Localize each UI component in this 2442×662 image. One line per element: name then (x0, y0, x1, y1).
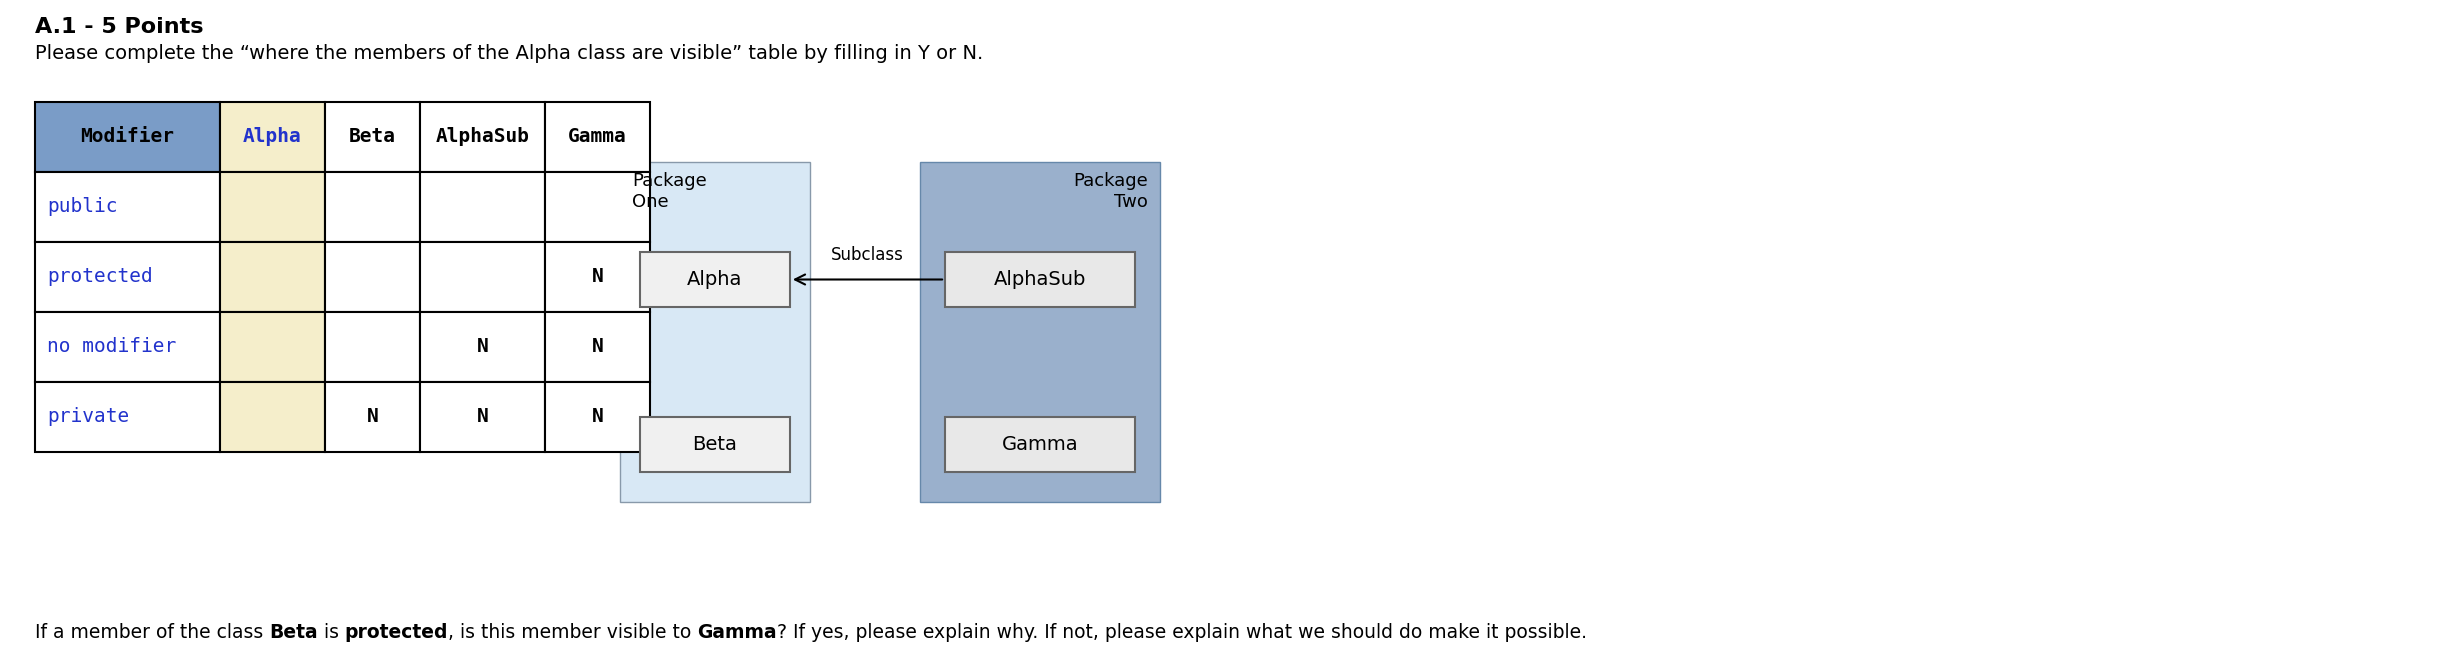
Bar (220, 242, 325, 312)
Text: Package
Two: Package Two (1072, 172, 1148, 211)
Bar (420, 102, 545, 172)
Text: Alpha: Alpha (244, 128, 303, 146)
Text: no modifier: no modifier (46, 338, 176, 357)
Text: protected: protected (46, 267, 154, 287)
Text: N: N (591, 338, 603, 357)
Text: Gamma: Gamma (1001, 435, 1079, 454)
Bar (640, 252, 791, 307)
Bar (545, 172, 650, 242)
Text: N: N (591, 408, 603, 426)
Bar (545, 382, 650, 452)
Bar (921, 162, 1160, 502)
Text: private: private (46, 408, 129, 426)
Text: Beta: Beta (349, 128, 396, 146)
Text: public: public (46, 197, 117, 216)
Text: Alpha: Alpha (686, 270, 742, 289)
Text: Gamma: Gamma (569, 128, 628, 146)
Text: Beta: Beta (694, 435, 737, 454)
Text: is: is (317, 622, 344, 641)
Bar (34, 172, 220, 242)
Text: If a member of the class: If a member of the class (34, 622, 269, 641)
Text: N: N (476, 408, 488, 426)
Bar (545, 312, 650, 382)
Bar (325, 172, 420, 242)
Bar (640, 417, 791, 472)
Text: N: N (591, 267, 603, 287)
Bar (325, 382, 420, 452)
Bar (220, 312, 325, 382)
Text: ? If yes, please explain why. If not, please explain what we should do make it p: ? If yes, please explain why. If not, pl… (777, 622, 1587, 641)
Bar (420, 382, 545, 452)
Text: AlphaSub: AlphaSub (994, 270, 1087, 289)
Bar (420, 312, 545, 382)
Bar (420, 242, 545, 312)
Bar (220, 382, 325, 452)
Text: N: N (476, 338, 488, 357)
Text: A.1 - 5 Points: A.1 - 5 Points (34, 17, 203, 37)
Bar (945, 252, 1136, 307)
Bar (420, 172, 545, 242)
Text: Please complete the “where the members of the Alpha class are visible” table by : Please complete the “where the members o… (34, 44, 984, 63)
Bar (945, 417, 1136, 472)
Text: Subclass: Subclass (830, 246, 904, 265)
Bar (325, 242, 420, 312)
Bar (34, 382, 220, 452)
Bar (220, 172, 325, 242)
Bar (545, 102, 650, 172)
Text: AlphaSub: AlphaSub (435, 128, 530, 146)
Bar (620, 162, 811, 502)
Text: protected: protected (344, 622, 449, 641)
Text: N: N (366, 408, 379, 426)
Bar (325, 312, 420, 382)
Text: Modifier: Modifier (81, 128, 173, 146)
Text: Package
One: Package One (632, 172, 706, 211)
Text: , is this member visible to: , is this member visible to (449, 622, 698, 641)
Bar (545, 242, 650, 312)
Bar (325, 102, 420, 172)
Bar (34, 242, 220, 312)
Text: Beta: Beta (269, 622, 317, 641)
Text: Gamma: Gamma (698, 622, 777, 641)
Bar (220, 102, 325, 172)
Bar (34, 312, 220, 382)
Bar (34, 102, 220, 172)
